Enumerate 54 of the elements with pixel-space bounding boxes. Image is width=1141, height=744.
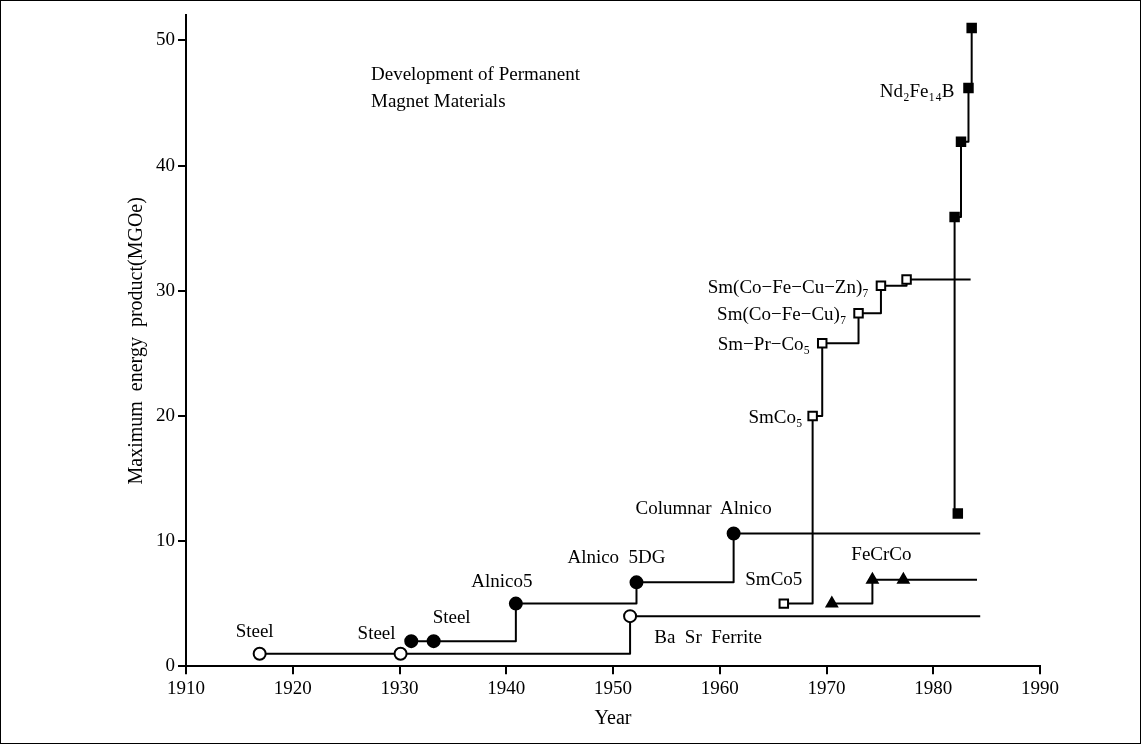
point — [252, 646, 267, 661]
annotation: Columnar Alnico — [635, 496, 772, 518]
x-tick-label: 1980 — [914, 676, 953, 698]
point — [816, 338, 828, 349]
annotation: FeCrCo — [851, 542, 912, 564]
x-tick-label: 1910 — [167, 676, 205, 698]
point — [807, 410, 818, 422]
y-tick-label: 30 — [156, 278, 175, 300]
point — [901, 274, 912, 285]
x-tick-label: 1960 — [700, 676, 739, 698]
point — [875, 280, 887, 291]
point — [949, 211, 960, 223]
point — [963, 82, 974, 94]
annotation: Sm−Pr−Co₅ — [717, 333, 811, 355]
x-tick-label: 1950 — [594, 676, 632, 698]
y-tick-label: 10 — [156, 529, 175, 551]
annotation: Alnico5 — [471, 569, 533, 591]
point — [726, 526, 741, 541]
point — [778, 598, 790, 609]
y-tick-label: 50 — [156, 28, 175, 50]
y-tick-label: 0 — [165, 654, 175, 676]
x-tick-label: 1990 — [1021, 676, 1059, 698]
point — [866, 572, 879, 584]
point — [825, 596, 839, 608]
y-axis-title: Maximum energy product(MGOe) — [124, 197, 148, 485]
annotation: Ba Sr Ferrite — [654, 626, 762, 648]
point — [426, 634, 441, 649]
text: Development of Permanent Magnet Materials — [371, 62, 581, 111]
annotation: Steel — [357, 621, 396, 643]
point — [952, 508, 964, 519]
point — [853, 308, 864, 319]
x-tick-label: 1970 — [807, 676, 846, 698]
point — [404, 634, 419, 649]
point — [393, 646, 408, 661]
x-axis-title: Year — [594, 706, 632, 729]
point — [897, 572, 910, 584]
annotation: Steel — [235, 619, 274, 641]
x-tick-label: 1920 — [273, 676, 312, 698]
x-tick-label: 1930 — [380, 676, 419, 698]
annotation: SmCo₅ — [748, 405, 803, 427]
annotation: Sm(Co−Fe−Cu)₇ — [717, 303, 847, 326]
point — [508, 596, 523, 611]
annotation: Nd₂Fe₁₄B — [879, 79, 955, 101]
annotation: Steel — [432, 606, 471, 628]
point — [623, 609, 638, 624]
y-tick-label: 20 — [156, 403, 175, 425]
annotation: Sm(Co−Fe−Cu−Zn)₇ — [707, 275, 869, 298]
point — [629, 575, 644, 590]
point — [955, 136, 967, 148]
x-tick-label: 1940 — [487, 676, 526, 698]
annotation: Alnico 5DG — [567, 546, 666, 568]
annotation: SmCo5 — [745, 567, 803, 589]
y-tick-label: 40 — [156, 153, 175, 175]
point — [966, 22, 977, 34]
